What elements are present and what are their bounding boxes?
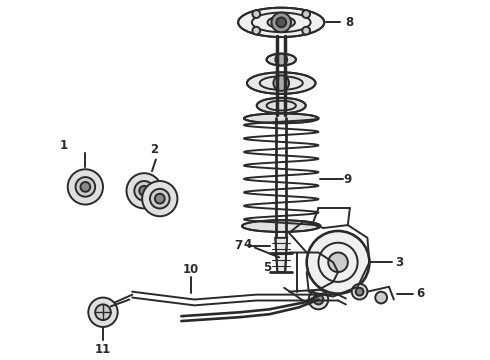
- Circle shape: [302, 27, 310, 35]
- Ellipse shape: [238, 8, 324, 37]
- Circle shape: [328, 252, 348, 272]
- Circle shape: [134, 181, 154, 201]
- Text: 6: 6: [416, 287, 424, 300]
- Ellipse shape: [257, 98, 306, 113]
- Circle shape: [139, 186, 149, 196]
- Circle shape: [155, 194, 165, 203]
- Polygon shape: [275, 238, 287, 272]
- Circle shape: [252, 27, 260, 35]
- Text: 3: 3: [394, 256, 403, 269]
- Circle shape: [88, 298, 118, 327]
- Text: 11: 11: [95, 343, 111, 356]
- Circle shape: [142, 181, 177, 216]
- Ellipse shape: [267, 54, 296, 66]
- Circle shape: [276, 18, 286, 27]
- Circle shape: [95, 305, 111, 320]
- Circle shape: [352, 284, 368, 300]
- Circle shape: [273, 75, 289, 91]
- Circle shape: [307, 231, 369, 294]
- Circle shape: [309, 290, 328, 309]
- Text: 10: 10: [183, 263, 199, 276]
- Circle shape: [75, 177, 95, 197]
- Circle shape: [68, 169, 103, 204]
- Circle shape: [271, 13, 291, 32]
- Circle shape: [302, 10, 310, 18]
- Text: 4: 4: [244, 238, 252, 251]
- Circle shape: [252, 10, 260, 18]
- Text: 8: 8: [345, 16, 354, 29]
- Circle shape: [150, 189, 170, 208]
- Circle shape: [314, 294, 323, 305]
- Circle shape: [356, 288, 364, 296]
- Circle shape: [80, 182, 90, 192]
- Text: 2: 2: [150, 143, 158, 156]
- Text: 9: 9: [343, 172, 352, 185]
- Circle shape: [126, 173, 162, 208]
- Text: 1: 1: [60, 139, 68, 152]
- Ellipse shape: [242, 220, 320, 232]
- Ellipse shape: [244, 113, 318, 123]
- Ellipse shape: [247, 72, 316, 94]
- Circle shape: [375, 292, 387, 303]
- Text: 7: 7: [234, 239, 242, 252]
- Text: 5: 5: [264, 261, 271, 274]
- Circle shape: [275, 54, 287, 66]
- Ellipse shape: [268, 17, 295, 28]
